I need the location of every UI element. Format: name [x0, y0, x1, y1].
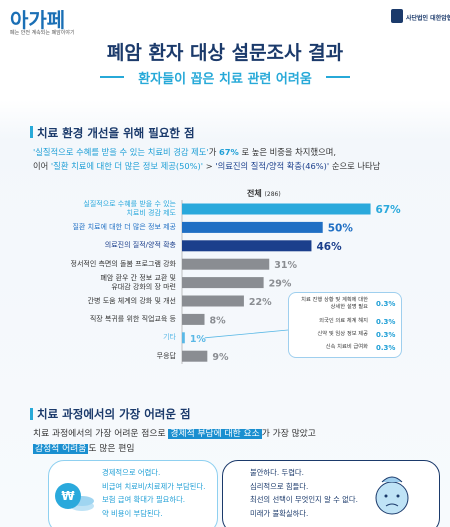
- value-label: 9%: [212, 352, 229, 363]
- bar: [182, 240, 312, 252]
- paragraph: 이어 '질환 치료에 대한 더 많은 정보 제공(50%)' > '의료진의 질…: [33, 160, 380, 172]
- text: 순으로 나타남: [329, 161, 381, 171]
- text: 치료 과정에서의 가장 어려운 점으로: [33, 429, 169, 439]
- connector: [204, 329, 289, 339]
- value-label: 29%: [269, 279, 292, 290]
- category-label: 무응답: [156, 351, 176, 360]
- org-name: 사단법인 대한암협회: [406, 15, 450, 22]
- heading-bar: [30, 408, 33, 420]
- logo: 아가페: [10, 8, 66, 32]
- callout-item: 신속 치료비 급여화: [325, 344, 368, 350]
- category-label: 정서적인 측면의 돌봄 프로그램 강화: [70, 259, 177, 268]
- percent: 67%: [218, 147, 239, 157]
- value-label: 1%: [190, 334, 207, 345]
- section-heading: 치료 과정에서의 가장 어려운 점: [37, 407, 191, 421]
- subtitle: 환자들이 꼽은 치료 관련 어려움: [138, 72, 312, 87]
- card-line: 비급여 치료비/치료제가 부담된다.: [102, 481, 206, 491]
- legend-label: 전체: [247, 189, 262, 198]
- card-line: 불안하다. 두렵다.: [250, 468, 304, 477]
- legend-title: 전체 (286): [247, 188, 281, 199]
- value-label: 50%: [328, 222, 354, 234]
- text: 이어: [33, 161, 51, 171]
- value-label: 67%: [376, 204, 402, 216]
- paragraph: '실질적으로 수혜를 받을 수 있는 치료비 경감 제도'가 67% 로 높은 …: [33, 146, 336, 158]
- text: 가: [208, 147, 219, 157]
- worried-icon: [375, 476, 409, 515]
- coin-icon: ₩: [55, 483, 94, 511]
- dash: [326, 76, 350, 78]
- title: 폐암 환자 대상 설문조사 결과: [106, 42, 344, 64]
- org-icon: [391, 9, 403, 23]
- bar-chart: 67% 50% 46% 31% 29% 22% 8%1% 9%: [181, 200, 402, 364]
- bar: [182, 221, 323, 233]
- quote: '의료진의 질적/양적 확충(46%)': [215, 161, 330, 171]
- category-label: 질환 치료에 대한 더 많은 정보 제공: [72, 222, 176, 231]
- bar: [182, 203, 371, 215]
- callout-box: [288, 292, 402, 358]
- section-heading: 치료 환경 개선을 위해 필요한 점: [37, 126, 195, 140]
- callout-value: 0.3%: [376, 300, 396, 308]
- category-label: 실질적으로 수혜를 받을 수 있는 치료비 경감 제도: [83, 200, 176, 217]
- text: 도 많은 편임: [88, 444, 135, 454]
- legend-count: (286): [264, 191, 281, 198]
- card-line: 심리적으로 힘들다.: [250, 481, 309, 491]
- bar: [182, 277, 264, 289]
- callout-item: 치료 진행 상황 및 계획에 대한 상세한 설명 필요: [301, 297, 368, 310]
- paragraph: 치료 과정에서의 가장 어려운 점으로 경제적 부담에 대한 요소 가 가장 많았…: [33, 426, 316, 439]
- bar: [182, 350, 208, 362]
- text: 로 높은 비중을 차지했으며,: [238, 147, 336, 157]
- category-label: 의료진의 질적/양적 확충: [104, 241, 176, 250]
- card-line: 약 비용이 부담된다.: [102, 508, 163, 518]
- highlight: 경제적 부담에 대한 요소: [168, 429, 262, 439]
- value-label: 22%: [249, 297, 272, 308]
- value-label: 8%: [210, 315, 227, 326]
- quote: '질환 치료에 대한 더 많은 정보 제공(50%)': [50, 161, 204, 171]
- bar: [182, 258, 270, 270]
- value-label: 31%: [274, 260, 297, 271]
- heading-bar: [30, 126, 33, 138]
- card-line: 경제적으로 어렵다.: [102, 468, 161, 477]
- text: >: [203, 161, 216, 171]
- callout-value: 0.3%: [376, 318, 396, 326]
- card-line: 미래가 불확실하다.: [250, 508, 309, 518]
- bar: [182, 313, 205, 325]
- category-label: 폐암 환우 간 정보 교환 및 유대감 강화의 장 마련: [100, 273, 176, 291]
- logo-tagline: 폐는 안전 계속되는 폐암이야기: [10, 30, 75, 36]
- bar: [182, 295, 244, 307]
- bar: [182, 332, 185, 344]
- category-label: 직장 복귀를 위한 직업교육 등: [89, 314, 176, 323]
- card-line: 보험 급여 확대가 필요하다.: [102, 495, 186, 504]
- text: 가 가장 많았고: [261, 429, 316, 439]
- category-label: 간병 도움 체계의 강화 및 개선: [87, 296, 176, 305]
- quote: '실질적으로 수혜를 받을 수 있는 치료비 경감 제도': [33, 147, 209, 157]
- callout-item: 외국인 의료 체계 해지: [319, 318, 368, 324]
- highlight: 감정적 어려움: [33, 444, 89, 454]
- dash: [100, 76, 124, 78]
- card-line: 최선의 선택이 무엇인지 알 수 없다.: [250, 495, 358, 504]
- paragraph: 감정적 어려움 도 많은 편임: [33, 441, 134, 454]
- callout-value: 0.3%: [376, 344, 396, 352]
- svg-text:₩: ₩: [61, 489, 75, 503]
- value-label: 46%: [316, 241, 342, 253]
- category-label: 기타: [163, 333, 176, 342]
- callout-value: 0.3%: [376, 331, 396, 339]
- callout-item: 신약 및 임상 정보 제공: [317, 331, 368, 337]
